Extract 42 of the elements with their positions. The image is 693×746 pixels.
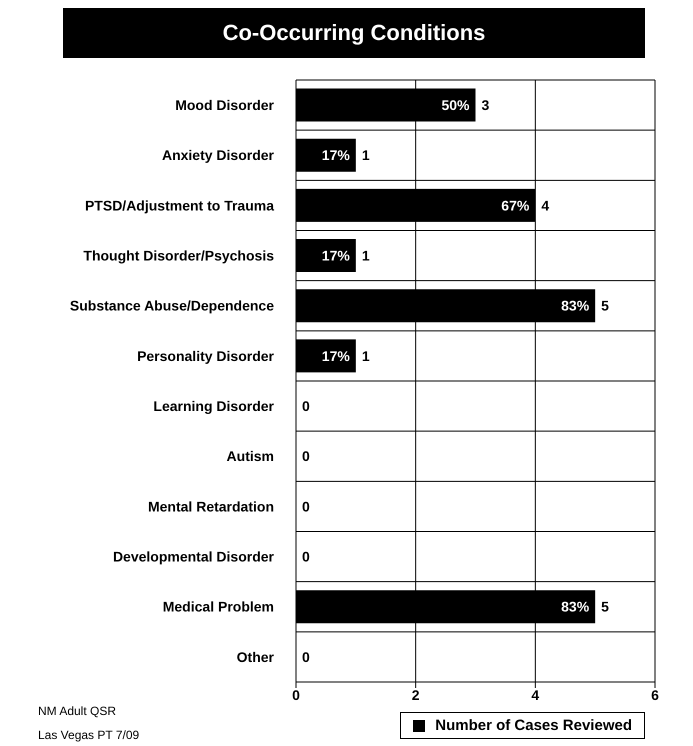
data-label: 0 — [302, 398, 310, 414]
annotation: 83% — [561, 598, 590, 615]
x-tick-label: 4 — [531, 686, 540, 703]
y-tick-label: PTSD/Adjustment to Trauma — [84, 197, 274, 214]
y-tick-label: Personality Disorder — [137, 348, 275, 364]
data-label: 3 — [482, 97, 490, 114]
data-label: 1 — [362, 348, 370, 364]
chart-title: Co-Occurring Conditions — [63, 8, 645, 58]
y-tick-label: Autism — [226, 448, 274, 464]
data-label: 5 — [601, 298, 610, 314]
x-tick-label: 2 — [412, 686, 420, 703]
data-label: 0 — [302, 498, 310, 514]
legend-label: Number of Cases Reviewed — [435, 717, 632, 734]
bar — [296, 339, 356, 372]
y-tick-label: Developmental Disorder — [112, 548, 275, 565]
data-label: 1 — [362, 147, 370, 164]
y-tick-label: Substance Abuse/Dependence — [70, 298, 274, 314]
y-tick-label: Medical Problem — [162, 598, 274, 615]
y-tick-label: Mental Retardation — [148, 498, 274, 514]
annotation: 17% — [322, 248, 350, 264]
data-label: 1 — [362, 248, 370, 264]
data-label: 0 — [302, 548, 310, 565]
annotation: 50% — [441, 97, 470, 114]
text: NM Adult QSR — [38, 704, 118, 718]
y-tick-label: Thought Disorder/Psychosis — [83, 248, 274, 264]
x-tick-label: 6 — [651, 686, 660, 703]
y-tick-label: Mood Disorder — [175, 97, 275, 114]
annotation: 17% — [322, 147, 350, 164]
data-label: 0 — [302, 448, 310, 464]
bar — [296, 239, 356, 272]
bar — [296, 138, 356, 172]
data-label: 4 — [541, 197, 550, 214]
text: Las Vegas PT 7/09 — [38, 728, 140, 742]
annotation: 83% — [561, 298, 590, 314]
y-tick-label: Anxiety Disorder — [162, 147, 275, 164]
y-tick-label: Other — [236, 648, 275, 665]
data-label: 5 — [601, 598, 610, 615]
y-tick-label: Learning Disorder — [153, 398, 275, 414]
x-tick-label: 0 — [292, 686, 300, 703]
data-label: 0 — [302, 648, 310, 665]
annotation: 67% — [501, 197, 530, 214]
annotation: 17% — [322, 348, 350, 364]
